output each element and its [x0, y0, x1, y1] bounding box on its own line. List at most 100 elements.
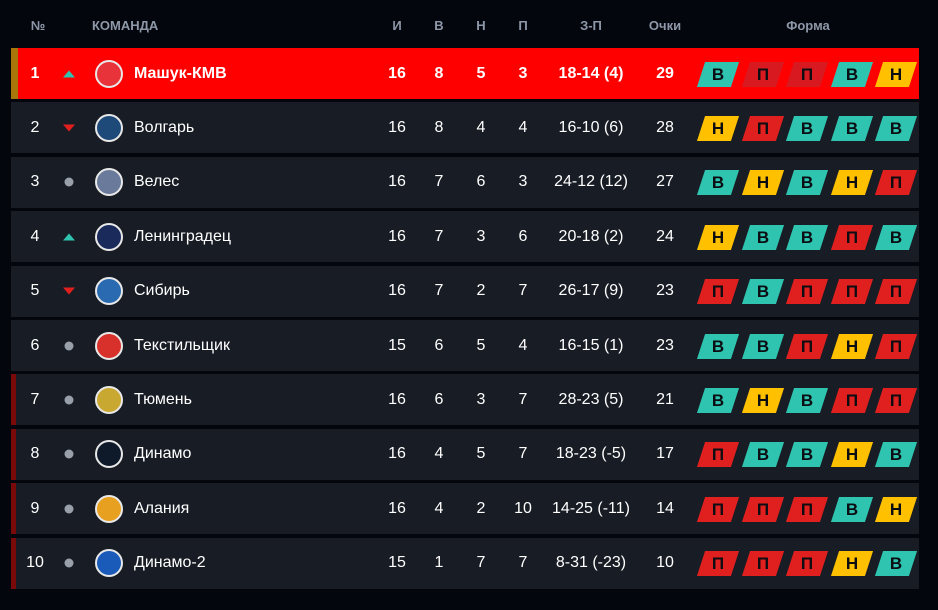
form-result: В	[800, 118, 814, 138]
points-value: 14	[656, 499, 674, 517]
played-value: 16	[388, 118, 406, 136]
played-value: 16	[388, 173, 406, 191]
points-value: 10	[656, 554, 674, 572]
drawn-value: 3	[476, 390, 486, 408]
team-name[interactable]: Волгарь	[134, 118, 195, 136]
form-badge: П	[696, 551, 740, 577]
header-form: Форма	[786, 18, 830, 33]
won-value: 7	[434, 227, 444, 245]
form-badge: П	[741, 61, 784, 87]
form-result: В	[800, 227, 814, 247]
team-name[interactable]: Ленинградец	[134, 227, 232, 245]
form-result: Н	[845, 553, 858, 573]
form-result: В	[889, 553, 903, 573]
played-value: 15	[388, 554, 406, 572]
table-row[interactable]: 5 Сибирь 16 7 2 7 26-17 (9) 23 П В П П П	[11, 265, 919, 317]
goals-value: 28-23 (5)	[558, 390, 624, 408]
no-change-dot-icon	[64, 177, 74, 187]
form-result: Н	[756, 172, 769, 192]
header-drawn: Н	[476, 18, 486, 33]
form-badge: П	[785, 61, 829, 87]
form-result: П	[800, 553, 814, 573]
played-value: 16	[388, 227, 406, 245]
form-result: Н	[845, 172, 858, 192]
team-name[interactable]: Сибирь	[134, 282, 190, 300]
won-value: 4	[434, 445, 444, 463]
form-result: П	[800, 64, 814, 83]
header-pos: №	[30, 18, 46, 33]
won-value: 7	[434, 173, 444, 191]
goals-value: 18-14 (4)	[558, 64, 624, 82]
won-value: 8	[434, 64, 444, 82]
form-badge: В	[785, 224, 829, 250]
team-name[interactable]: Динамо	[134, 445, 192, 463]
lost-value: 7	[518, 390, 528, 408]
lost-value: 7	[518, 554, 528, 572]
form-result: В	[800, 172, 814, 192]
form-result: В	[711, 336, 725, 355]
team-name[interactable]: Велес	[134, 173, 180, 191]
team-name[interactable]: Текстильщик	[134, 336, 230, 354]
won-value: 1	[434, 554, 444, 572]
form-badge: П	[830, 387, 873, 413]
form-badge: П	[874, 170, 918, 196]
position: 6	[30, 336, 40, 354]
no-change-dot-icon	[64, 449, 74, 459]
team-name[interactable]: Алания	[134, 499, 190, 517]
table-row[interactable]: 8 Динамо 16 4 5 7 18-23 (-5) 17 П В В Н В	[11, 428, 919, 480]
points-value: 28	[656, 118, 674, 136]
relegation-strip	[11, 483, 16, 535]
table-row[interactable]: 2 Волгарь 16 8 4 4 16-10 (6) 28 Н П В В В	[11, 102, 919, 154]
form-result: Н	[889, 499, 903, 519]
form-result: П	[756, 64, 769, 83]
points-value: 29	[656, 64, 674, 82]
form-result: Н	[711, 118, 725, 138]
no-change-dot-icon	[64, 504, 74, 514]
played-value: 16	[388, 499, 406, 517]
goals-value: 8-31 (-23)	[555, 554, 627, 572]
form-result: П	[756, 499, 769, 519]
position: 8	[30, 445, 40, 463]
won-value: 8	[434, 118, 444, 136]
team-logo	[95, 113, 123, 142]
won-value: 6	[434, 390, 444, 408]
points-value: 27	[656, 173, 674, 191]
played-value: 16	[388, 282, 406, 300]
table-row[interactable]: 9 Алания 16 4 2 10 14-25 (-11) 14 П П П В Н	[11, 483, 919, 535]
team-name[interactable]: Тюмень	[134, 390, 192, 408]
form-badge: В	[696, 333, 740, 359]
table-row[interactable]: 7 Тюмень 16 6 3 7 28-23 (5) 21 В Н В П П	[11, 374, 919, 426]
team-logo	[95, 222, 123, 251]
won-value: 6	[434, 336, 444, 354]
no-change-dot-icon	[64, 341, 74, 350]
form-badge: В	[874, 224, 918, 250]
form-badge: В	[696, 170, 740, 196]
form-badge: В	[741, 279, 784, 305]
table-row[interactable]: 10 Динамо-2 15 1 7 7 8-31 (-23) 10 П П П Н В	[11, 537, 919, 589]
arrow-down-icon	[63, 124, 75, 132]
form-result: В	[845, 64, 858, 83]
team-name[interactable]: Динамо-2	[134, 554, 206, 572]
form-badge: В	[696, 61, 740, 87]
form-result: П	[889, 390, 903, 410]
table-row[interactable]: 3 Велес 16 7 6 3 24-12 (12) 27 В Н В Н П	[11, 156, 919, 208]
form-badge: П	[785, 279, 829, 305]
form-badge: П	[741, 115, 784, 141]
form-result: П	[711, 444, 725, 464]
position: 4	[30, 227, 40, 245]
team-name[interactable]: Машук-КМВ	[134, 64, 227, 82]
team-logo	[95, 331, 123, 360]
form-badge: П	[830, 224, 873, 250]
no-change-dot-icon	[64, 395, 74, 405]
lost-value: 7	[518, 445, 528, 463]
played-value: 15	[388, 336, 406, 354]
table-row[interactable]: 1 Машук-КМВ 16 8 5 3 18-14 (4) 29 В П П В Н	[11, 48, 919, 99]
form-result: Н	[845, 444, 858, 464]
table-header: № КОМАНДА И В Н П З-П Очки Форма	[0, 18, 938, 34]
position: 3	[30, 173, 40, 191]
table-row[interactable]: 6 Текстильщик 15 6 5 4 16-15 (1) 23 В В П Н П	[11, 320, 919, 371]
played-value: 16	[388, 445, 406, 463]
form-badge: Н	[741, 387, 784, 413]
drawn-value: 6	[476, 173, 486, 191]
table-row[interactable]: 4 Ленинградец 16 7 3 6 20-18 (2) 24 Н В В П В	[11, 211, 919, 263]
